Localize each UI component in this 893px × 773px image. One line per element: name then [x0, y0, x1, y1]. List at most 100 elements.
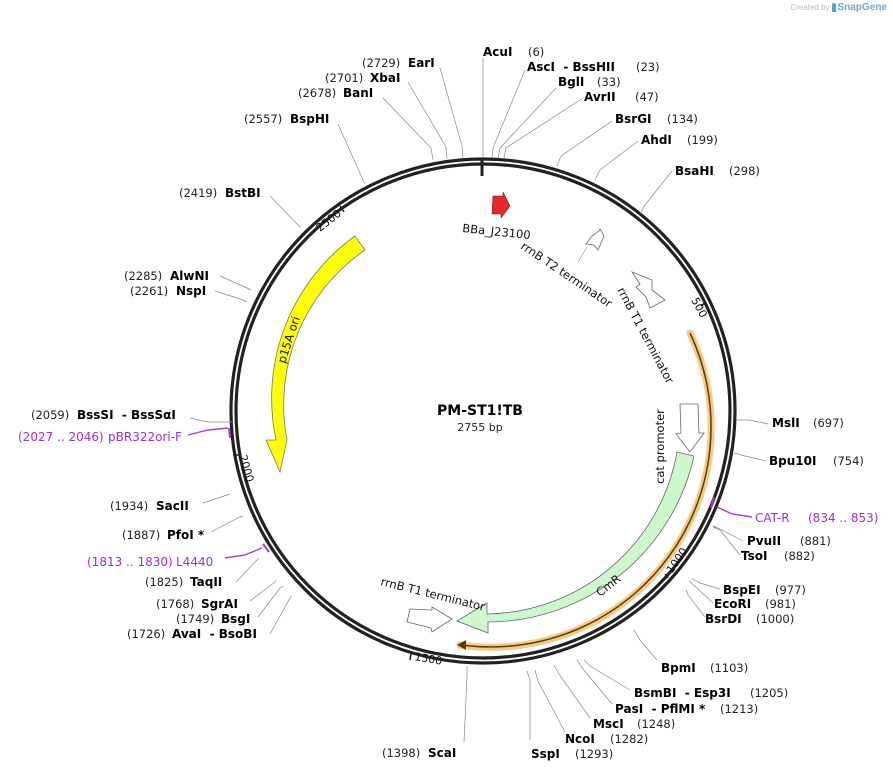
svg-text:(2261): (2261): [130, 284, 168, 298]
enzyme-acui[interactable]: AcuI (6): [483, 45, 544, 59]
enzyme-bpmi[interactable]: BpmI (1103): [661, 661, 748, 675]
svg-text:(1000): (1000): [756, 612, 794, 626]
svg-text:(754): (754): [833, 454, 864, 468]
svg-text:AscI - BssHII: AscI - BssHII: [527, 60, 615, 74]
svg-text:(1213): (1213): [720, 702, 758, 716]
enzyme-tsoi[interactable]: TsoI (882): [741, 549, 815, 563]
svg-text:rrnB T1 terminator: rrnB T1 terminator: [614, 285, 677, 386]
enzyme-alwni[interactable]: (2285) AlwNI: [124, 269, 209, 283]
svg-text:BanI: BanI: [343, 86, 373, 100]
enzyme-pasi-pflmi[interactable]: PasI - PflMI * (1213): [615, 702, 758, 716]
plasmid-length: 2755 bp: [457, 421, 502, 434]
enzyme-avrii[interactable]: AvrII (47): [584, 90, 659, 104]
svg-text:(977): (977): [775, 583, 806, 597]
svg-text:(2729): (2729): [362, 56, 400, 70]
svg-text:NcoI: NcoI: [565, 732, 595, 746]
enzyme-bani[interactable]: (2678) BanI: [298, 86, 373, 100]
enzyme-bsrgi[interactable]: BsrGI (134): [615, 112, 698, 126]
svg-text:BsaHI: BsaHI: [675, 164, 714, 178]
svg-text:rrnB T2 terminator: rrnB T2 terminator: [518, 239, 615, 311]
enzyme-eari[interactable]: (2729) EarI: [362, 56, 435, 70]
enzyme-sacii[interactable]: (1934) SacII: [110, 499, 189, 513]
svg-text:BstBI: BstBI: [225, 186, 261, 200]
enzyme-asci-bsshii[interactable]: AscI - BssHII (23): [527, 60, 660, 74]
snapgene-credit: Created by SnapGene: [790, 2, 887, 13]
svg-text:(1205): (1205): [750, 686, 788, 700]
enzyme-scai[interactable]: (1398) ScaI: [382, 746, 456, 760]
enzyme-ncoi[interactable]: NcoI (1282): [565, 732, 648, 746]
svg-text:TsoI: TsoI: [741, 549, 767, 563]
enzyme-bpu10i[interactable]: Bpu10I (754): [769, 454, 864, 468]
enzyme-bspei[interactable]: BspEI (977): [723, 583, 806, 597]
svg-text:(134): (134): [667, 112, 698, 126]
enzyme-bstbi[interactable]: (2419) BstBI: [179, 186, 261, 200]
svg-text:BpmI: BpmI: [661, 661, 696, 675]
enzyme-ecori[interactable]: EcoRI (981): [714, 597, 796, 611]
enzyme-bsphi[interactable]: (2557) BspHI: [244, 112, 329, 126]
primer-l4440[interactable]: (1813 .. 1830) L4440: [87, 555, 213, 569]
svg-text:TaqII: TaqII: [190, 575, 222, 589]
svg-text:(1934): (1934): [110, 499, 148, 513]
enzyme-pvuii[interactable]: PvuII (881): [747, 534, 831, 548]
svg-text:(2027 .. 2046): (2027 .. 2046): [18, 430, 104, 444]
svg-text:(881): (881): [800, 534, 831, 548]
orf-arc: [456, 329, 715, 651]
svg-text:PvuII: PvuII: [747, 534, 781, 548]
svg-text:L4440: L4440: [176, 555, 213, 569]
svg-text:BsrGI: BsrGI: [615, 112, 652, 126]
svg-text:(199): (199): [687, 133, 718, 147]
svg-text:cat promoter: cat promoter: [653, 409, 667, 484]
enzyme-sgrai[interactable]: (1768) SgrAI: [156, 597, 238, 611]
credit-prefix: Created by: [790, 3, 830, 12]
svg-text:1500: 1500: [413, 650, 443, 668]
svg-text:500: 500: [688, 295, 709, 320]
enzyme-taqii[interactable]: (1825) TaqII: [145, 575, 222, 589]
svg-text:Bpu10I: Bpu10I: [769, 454, 816, 468]
svg-text:(1825): (1825): [145, 575, 183, 589]
tick-1500: 1500: [409, 650, 443, 668]
svg-text:BspEI: BspEI: [723, 583, 761, 597]
svg-text:BssSI - BssSαI: BssSI - BssSαI: [77, 408, 176, 422]
enzyme-avai-bsobi[interactable]: (1726) AvaI - BsoBI: [127, 627, 257, 641]
svg-text:CAT-R: CAT-R: [755, 511, 790, 525]
svg-text:AlwNI: AlwNI: [170, 269, 209, 283]
svg-text:NspI: NspI: [176, 284, 206, 298]
enzyme-bsmbi-esp3i[interactable]: BsmBI - Esp3I (1205): [634, 686, 788, 700]
feature-rrnb-t2-terminator[interactable]: rrnB T2 terminator: [518, 228, 615, 311]
enzyme-sspi[interactable]: SspI (1293): [531, 747, 613, 761]
enzyme-bsahi[interactable]: BsaHI (298): [675, 164, 760, 178]
enzyme-ahdi[interactable]: AhdI (199): [641, 133, 718, 147]
svg-text:(834 .. 853): (834 .. 853): [808, 511, 878, 525]
primer-leader-lines: [187, 427, 753, 559]
svg-text:(1768): (1768): [156, 597, 194, 611]
enzyme-bsssi-bsssai[interactable]: (2059) BssSI - BssSαI: [31, 408, 176, 422]
enzyme-bsrdi[interactable]: BsrDI (1000): [705, 612, 794, 626]
svg-text:PasI - PflMI *: PasI - PflMI *: [615, 702, 706, 716]
enzyme-bgli[interactable]: BglI (33): [558, 75, 621, 89]
enzyme-msli[interactable]: MslI (697): [772, 416, 844, 430]
svg-text:AhdI: AhdI: [641, 133, 672, 147]
svg-text:(697): (697): [813, 416, 844, 430]
feature-cat-promoter[interactable]: cat promoter: [653, 403, 705, 484]
svg-text:p15A ori: p15A ori: [275, 315, 303, 365]
svg-text:AvrII: AvrII: [584, 90, 616, 104]
feature-bba-j23100[interactable]: BBa_J23100: [462, 191, 532, 242]
svg-text:(47): (47): [635, 90, 659, 104]
svg-text:(2419): (2419): [179, 186, 217, 200]
primer-cat-r[interactable]: CAT-R (834 .. 853): [755, 511, 878, 525]
svg-text:(23): (23): [636, 60, 660, 74]
svg-text:BspHI: BspHI: [290, 112, 329, 126]
svg-text:BBa_J23100: BBa_J23100: [462, 221, 532, 242]
svg-text:pBR322ori-F: pBR322ori-F: [108, 430, 182, 444]
svg-text:(1813 .. 1830): (1813 .. 1830): [87, 555, 173, 569]
primer-pbr322ori-f[interactable]: (2027 .. 2046) pBR322ori-F: [18, 430, 182, 444]
feature-rrnb-t1-terminator-upper[interactable]: rrnB T1 terminator: [614, 271, 677, 386]
svg-text:(1103): (1103): [710, 661, 748, 675]
enzyme-nspi[interactable]: (2261) NspI: [130, 284, 206, 298]
enzyme-xbai[interactable]: (2701) XbaI: [325, 71, 400, 85]
enzyme-msci[interactable]: MscI (1248): [593, 717, 675, 731]
enzyme-bsgi[interactable]: (1749) BsgI: [176, 612, 250, 626]
enzyme-pfoi[interactable]: (1887) PfoI *: [122, 528, 205, 542]
svg-text:SgrAI: SgrAI: [201, 597, 238, 611]
